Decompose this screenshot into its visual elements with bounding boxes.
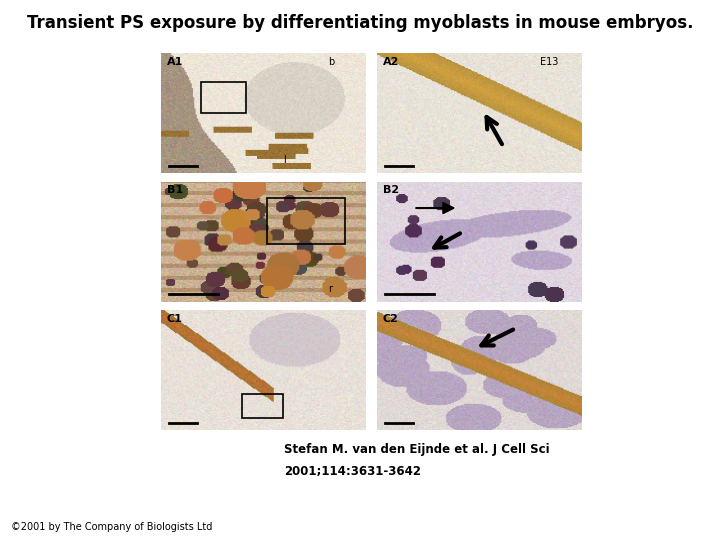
Text: ©2001 by The Company of Biologists Ltd: ©2001 by The Company of Biologists Ltd <box>11 522 212 532</box>
Text: C1: C1 <box>167 314 183 324</box>
Text: A1: A1 <box>167 57 183 66</box>
Bar <box>267 198 345 244</box>
Text: Journal of: Journal of <box>477 461 520 469</box>
Bar <box>243 394 283 418</box>
Text: E13: E13 <box>540 57 559 66</box>
Text: Transient PS exposure by differentiating myoblasts in mouse embryos.: Transient PS exposure by differentiating… <box>27 14 693 31</box>
Text: Cell Science: Cell Science <box>472 475 616 495</box>
Text: jcs.biologists.org: jcs.biologists.org <box>477 497 541 506</box>
Text: C2: C2 <box>383 314 399 324</box>
Text: r: r <box>328 285 332 294</box>
Text: Stefan M. van den Eijnde et al. J Cell Sci: Stefan M. van den Eijnde et al. J Cell S… <box>284 443 550 456</box>
Text: B1: B1 <box>167 185 183 195</box>
Text: 2001;114:3631-3642: 2001;114:3631-3642 <box>284 465 421 478</box>
Text: B2: B2 <box>383 185 399 195</box>
Text: A2: A2 <box>383 57 399 66</box>
Text: b: b <box>328 57 335 66</box>
Text: l: l <box>283 154 286 165</box>
Bar <box>202 82 246 113</box>
